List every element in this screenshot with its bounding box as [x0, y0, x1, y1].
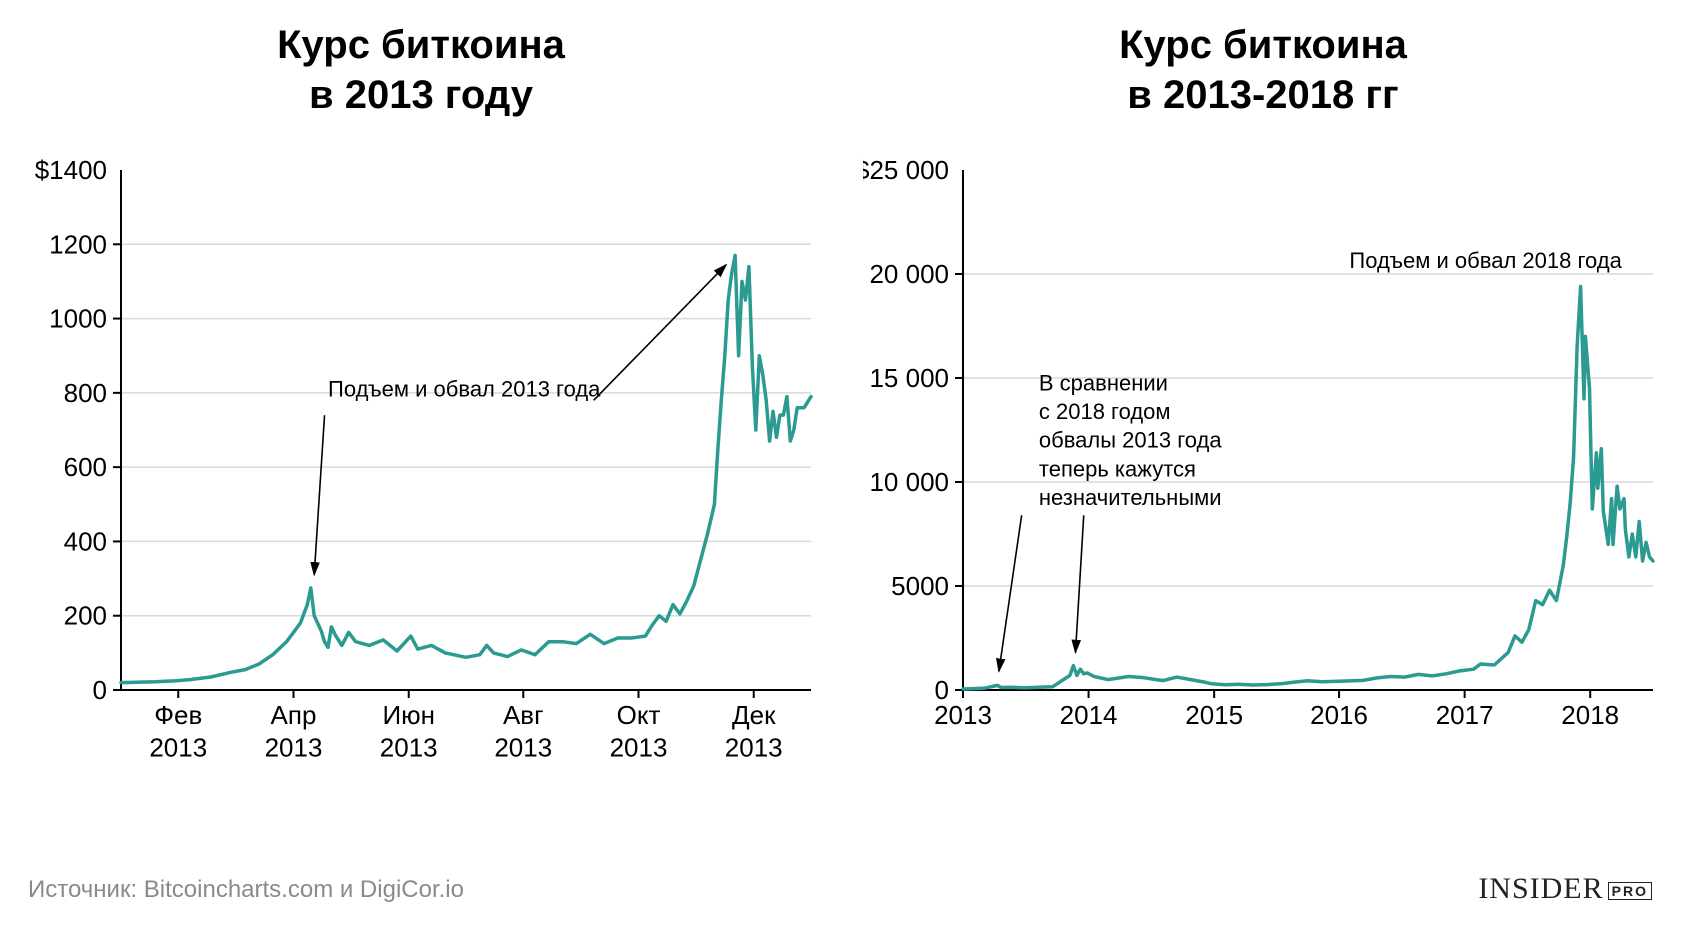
right-chart-title: Курс биткоина в 2013-2018 гг	[1119, 20, 1407, 120]
svg-text:$25 000: $25 000	[863, 155, 949, 185]
left-chart-title: Курс биткоина в 2013 году	[277, 20, 565, 120]
svg-text:2014: 2014	[1060, 700, 1118, 730]
svg-text:1200: 1200	[49, 229, 107, 259]
svg-text:Подъем и обвал 2018 года: Подъем и обвал 2018 года	[1349, 248, 1622, 273]
brand-main: INSIDER	[1478, 872, 1603, 905]
svg-text:800: 800	[64, 378, 107, 408]
svg-text:15 000: 15 000	[869, 363, 949, 393]
page-root: Курс биткоина в 2013 году $1400 0 200 400 60…	[0, 0, 1684, 926]
svg-text:2016: 2016	[1310, 700, 1368, 730]
svg-text:1000: 1000	[49, 304, 107, 334]
svg-text:Дек2013: Дек2013	[725, 700, 783, 763]
right-chart-svg: $25 0000500010 00015 00020 0002013201420…	[863, 150, 1663, 800]
svg-text:Июн2013: Июн2013	[380, 700, 438, 763]
svg-text:0: 0	[93, 675, 107, 705]
brand-logo: INSIDER PRO	[1478, 872, 1652, 906]
svg-text:Фев2013: Фев2013	[149, 700, 207, 763]
svg-text:2017: 2017	[1436, 700, 1494, 730]
svg-text:Подъем и обвал 2013 года: Подъем и обвал 2013 года	[328, 377, 601, 402]
svg-text:10 000: 10 000	[869, 467, 949, 497]
charts-row: Курс биткоина в 2013 году $1400 0 200 400 60…	[0, 0, 1684, 800]
svg-text:2013: 2013	[934, 700, 992, 730]
brand-suffix: PRO	[1608, 882, 1652, 900]
source-footer: Источник: Bitcoincharts.com и DigiCor.io	[28, 876, 464, 904]
svg-text:400: 400	[64, 526, 107, 556]
svg-text:В сравнениис 2018 годомобвалы: В сравнениис 2018 годомобвалы 2013 годат…	[1039, 370, 1222, 509]
left-chart-svg: $1400 0 200 400 600 800 1000 1200 Фев2013 Апр2013…	[21, 150, 821, 800]
svg-text:2015: 2015	[1185, 700, 1243, 730]
svg-text:Авг2013: Авг2013	[494, 700, 552, 763]
svg-text:Апр2013: Апр2013	[265, 700, 323, 763]
svg-text:200: 200	[64, 601, 107, 631]
svg-text:$1400: $1400	[35, 155, 107, 185]
svg-text:5000: 5000	[891, 571, 949, 601]
left-chart-panel: Курс биткоина в 2013 году $1400 0 200 400 60…	[21, 20, 821, 800]
svg-text:600: 600	[64, 452, 107, 482]
svg-text:Окт2013: Окт2013	[610, 700, 668, 763]
svg-text:2018: 2018	[1561, 700, 1619, 730]
right-chart-panel: Курс биткоина в 2013-2018 гг $25 0000500…	[863, 20, 1663, 800]
svg-text:20 000: 20 000	[869, 259, 949, 289]
